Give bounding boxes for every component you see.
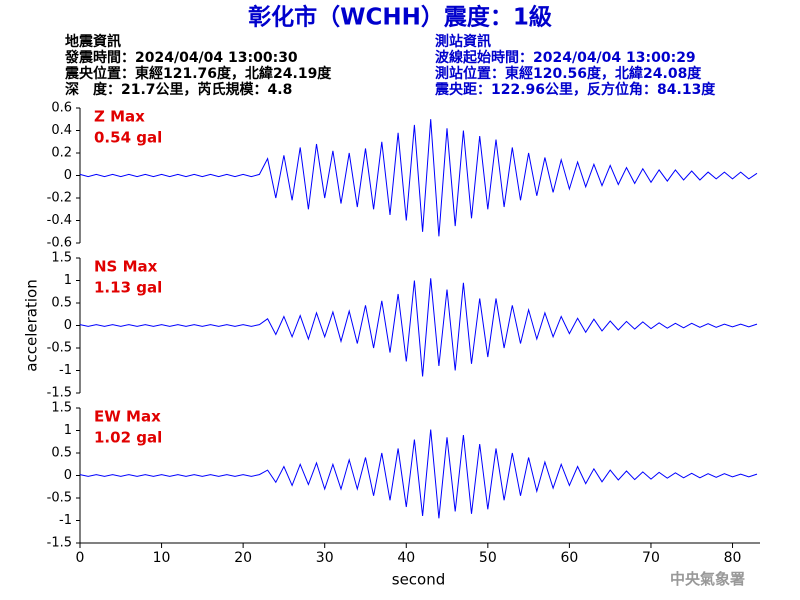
y-tick-label: 0.2 [51, 146, 72, 161]
waveform [79, 278, 758, 377]
y-tick-label: 1.5 [51, 251, 72, 266]
max-annotation: 0.54 gal [94, 129, 162, 147]
x-tick-label: 70 [642, 550, 660, 566]
x-tick-label: 10 [153, 550, 171, 566]
y-tick-label: 1.5 [51, 401, 72, 416]
y-tick-label: -0.5 [47, 341, 72, 356]
y-tick-label: -1 [59, 363, 72, 378]
watermark: 中央氣象署 [670, 570, 745, 588]
y-tick-label: -0.6 [47, 236, 72, 251]
y-tick-label: 0 [64, 168, 72, 183]
max-annotation: Z Max [94, 108, 145, 126]
y-tick-label: 0.4 [51, 123, 72, 138]
y-tick-label: 0.5 [51, 446, 72, 461]
info-line: 深 度：21.7公里，芮氏規模：4.8 [65, 81, 292, 98]
y-axis-label: acceleration [23, 279, 41, 371]
x-tick-label: 30 [316, 550, 334, 566]
y-tick-label: 0.6 [51, 101, 72, 116]
x-tick-label: 20 [234, 550, 252, 566]
y-tick-label: 0 [64, 468, 72, 483]
x-tick-label: 0 [76, 550, 85, 566]
y-tick-label: -1.5 [47, 386, 72, 401]
y-tick-label: 1 [64, 273, 72, 288]
waveform [79, 429, 758, 519]
info-line: 測站位置：東經120.56度，北緯24.08度 [435, 65, 702, 82]
event-info: 地震資訊 發震時間：2024/04/04 13:00:30 震央位置：東經121… [64, 33, 332, 98]
y-tick-label: -0.4 [47, 213, 72, 228]
y-tick-label: -0.5 [47, 491, 72, 506]
x-tick-label: 60 [560, 550, 578, 566]
y-tick-label: 0.5 [51, 296, 72, 311]
y-tick-label: -1.5 [47, 536, 72, 551]
max-annotation: EW Max [94, 408, 161, 426]
info-line: 波線起始時間：2024/04/04 13:00:29 [435, 49, 696, 66]
x-tick-label: 50 [479, 550, 497, 566]
info-line: 測站資訊 [435, 33, 491, 50]
waveform [79, 119, 758, 237]
max-annotation: 1.02 gal [94, 429, 162, 447]
chart-title: 彰化市（WCHH）震度：1級 [248, 4, 552, 31]
station-info: 測站資訊 波線起始時間：2024/04/04 13:00:29 測站位置：東經1… [434, 33, 716, 98]
info-line: 震央距：122.96公里，反方位角：84.13度 [434, 81, 716, 98]
max-annotation: NS Max [94, 258, 158, 276]
y-tick-label: -1 [59, 513, 72, 528]
info-line: 震央位置：東經121.76度，北緯24.19度 [64, 65, 332, 82]
x-tick-label: 80 [724, 550, 742, 566]
info-line: 發震時間：2024/04/04 13:00:30 [64, 49, 298, 66]
y-tick-label: -0.2 [47, 191, 72, 206]
x-axis-label: second [392, 571, 446, 589]
y-tick-label: 0 [64, 318, 72, 333]
x-tick-label: 40 [397, 550, 415, 566]
max-annotation: 1.13 gal [94, 279, 162, 297]
y-tick-label: 1 [64, 423, 72, 438]
info-line: 地震資訊 [65, 33, 121, 50]
